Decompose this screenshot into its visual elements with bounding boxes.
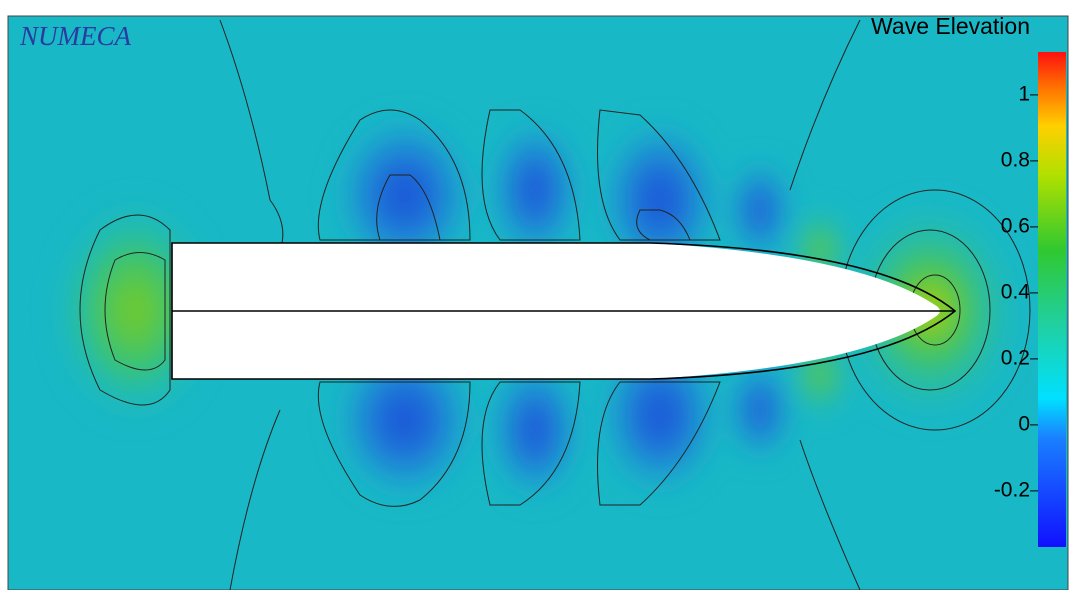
logo: NUMECA — [19, 21, 132, 51]
tick-label: -0.2 — [994, 478, 1030, 501]
tick-label: 0.2 — [1001, 346, 1030, 369]
colorbar: -0.2 0 0.2 0.4 0.6 0.8 1 — [994, 52, 1066, 547]
tick-label: 0 — [1018, 412, 1030, 435]
colorbar-scale — [1038, 52, 1066, 547]
tick-label: 0.4 — [1001, 280, 1031, 303]
field — [7, 15, 1069, 590]
tick-label: 1 — [1018, 82, 1030, 105]
tick-label: 0.6 — [1001, 214, 1030, 237]
tick-label: 0.8 — [1001, 148, 1030, 171]
colorbar-title: Wave Elevation — [871, 13, 1030, 39]
